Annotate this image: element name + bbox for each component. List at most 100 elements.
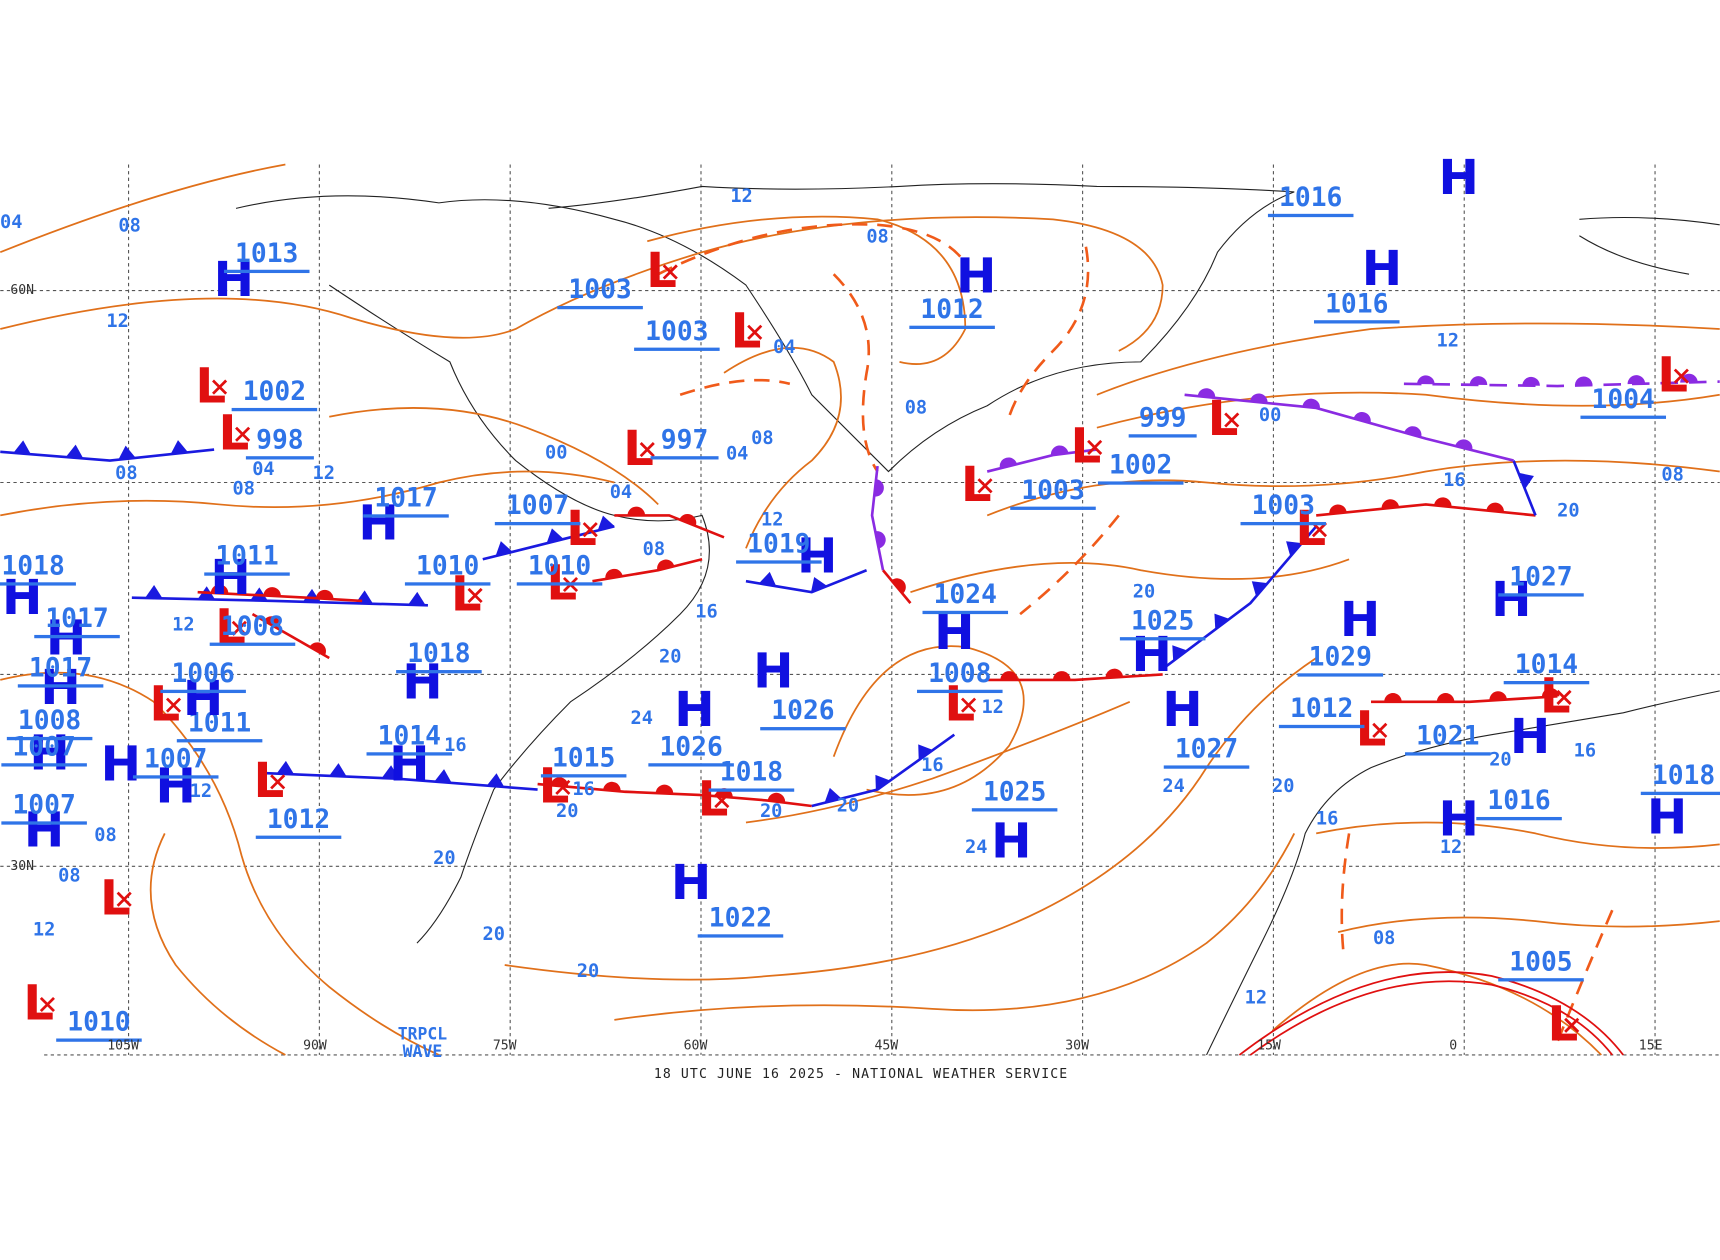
- cold-front-pip: [597, 515, 615, 531]
- trough: [832, 273, 879, 473]
- low-cross: [1564, 1017, 1580, 1033]
- pressure-underline: [1405, 752, 1491, 756]
- warm-front-pip: [891, 578, 906, 594]
- front-line: [882, 569, 912, 604]
- pressure-underline: [160, 689, 246, 694]
- warm-front-pip: [1329, 504, 1347, 515]
- isobar-label: 08: [58, 866, 80, 887]
- occluded-front-pip: [1522, 376, 1540, 386]
- isobar-label: 24: [1162, 776, 1184, 797]
- pressure-underline: [516, 582, 603, 586]
- high-symbol: H: [358, 495, 398, 551]
- high-symbol: H: [1132, 627, 1172, 683]
- scandinavia-coast: [1579, 216, 1720, 275]
- isobar-label: 08: [905, 397, 927, 418]
- pressure-underline: [1240, 521, 1327, 526]
- pressure-label: 1017: [374, 483, 437, 513]
- occluded-front-pip: [999, 457, 1017, 469]
- low-cross: [165, 697, 182, 713]
- low-cross: [662, 264, 678, 280]
- high-symbol: H: [1340, 592, 1380, 648]
- low-cross: [1087, 439, 1103, 455]
- isobar: [1096, 391, 1720, 429]
- coastlines: [235, 183, 1720, 1056]
- isobar-label: 20: [556, 801, 578, 822]
- pressure-label: 1027: [1175, 735, 1238, 765]
- occluded-front-pip: [1574, 376, 1593, 386]
- pressure-underline: [1097, 481, 1184, 485]
- low-cross: [977, 478, 993, 494]
- isobar: [504, 657, 1317, 981]
- pressure-label: 1018: [407, 639, 470, 669]
- low-cross: [555, 779, 571, 795]
- trough: [657, 223, 967, 276]
- high-symbol: H: [101, 737, 141, 793]
- pressure-label: 1012: [920, 295, 983, 325]
- longitude-label: 90W: [303, 1039, 327, 1054]
- cold-front-pip: [276, 760, 295, 775]
- double-trough: [1249, 980, 1613, 1056]
- high-symbol: H: [1439, 791, 1479, 847]
- high-symbol: H: [797, 528, 837, 584]
- front-line: [197, 590, 363, 603]
- high-symbol: H: [1647, 789, 1687, 845]
- isobar-label: 12: [981, 697, 1003, 718]
- cold-front-pip: [824, 787, 842, 803]
- tropical-wave-label: TRPCL: [398, 1025, 448, 1044]
- pressure-underline: [366, 752, 453, 756]
- pressure-label: 1016: [1279, 183, 1342, 213]
- warm-front-pip: [210, 584, 229, 594]
- pressure-label: 1015: [552, 743, 615, 773]
- pressure-underline: [231, 407, 318, 412]
- pressure-underline: [634, 347, 720, 351]
- front-line: [1371, 695, 1558, 704]
- isobar-label: 12: [33, 919, 55, 940]
- pressure-label: 1027: [1509, 562, 1572, 592]
- isobar-label: 16: [921, 755, 943, 776]
- pressure-label: 1007: [12, 791, 75, 821]
- warm-front-pip: [1105, 668, 1124, 678]
- cold-front-pip: [118, 445, 136, 460]
- isobar: [614, 833, 1296, 1021]
- pressure-underline: [697, 934, 784, 938]
- isobar: [1096, 322, 1720, 396]
- high-symbol: H: [24, 802, 64, 858]
- pressure-underline: [1010, 506, 1096, 510]
- cold-front-pip: [434, 769, 452, 783]
- isobar-label: 08: [643, 539, 665, 560]
- high-symbol: H: [1491, 572, 1531, 628]
- isobar: [0, 163, 286, 254]
- pressure-label: 1017: [29, 653, 92, 683]
- warm-front-pip: [603, 781, 621, 792]
- isobar-label: 04: [252, 459, 274, 480]
- isobar-label: 12: [1437, 331, 1459, 352]
- pressure-label: 1011: [215, 542, 278, 572]
- high-symbol: H: [1162, 682, 1202, 738]
- isobar-label: 16: [572, 779, 594, 800]
- low-cross: [961, 697, 977, 713]
- cold-front-pip: [329, 763, 347, 777]
- pressure-label: 1007: [12, 732, 75, 762]
- isobar-label: 00: [545, 442, 567, 463]
- pressure-underline: [0, 582, 76, 586]
- isobar-label: 08: [232, 479, 254, 500]
- pressure-label: 1010: [528, 551, 591, 581]
- pressure-underline: [922, 610, 1009, 615]
- pressure-label: 1016: [1325, 289, 1388, 319]
- low-cross: [1673, 368, 1689, 384]
- warm-front-pip: [605, 568, 623, 580]
- warm-front-pip: [315, 589, 334, 600]
- high-symbol: H: [389, 737, 429, 793]
- high-symbol: H: [2, 570, 42, 626]
- isobar-label: 16: [695, 601, 717, 622]
- cold-front-pip: [918, 744, 934, 761]
- high-symbol: H: [210, 550, 250, 606]
- low-cross: [747, 324, 763, 340]
- low-cross: [235, 426, 251, 442]
- cold-front-pip: [758, 571, 777, 587]
- pressure-label: 1016: [1487, 786, 1550, 816]
- high-symbol: H: [29, 726, 69, 782]
- trough: [679, 378, 791, 397]
- high-symbol: H: [1510, 709, 1550, 765]
